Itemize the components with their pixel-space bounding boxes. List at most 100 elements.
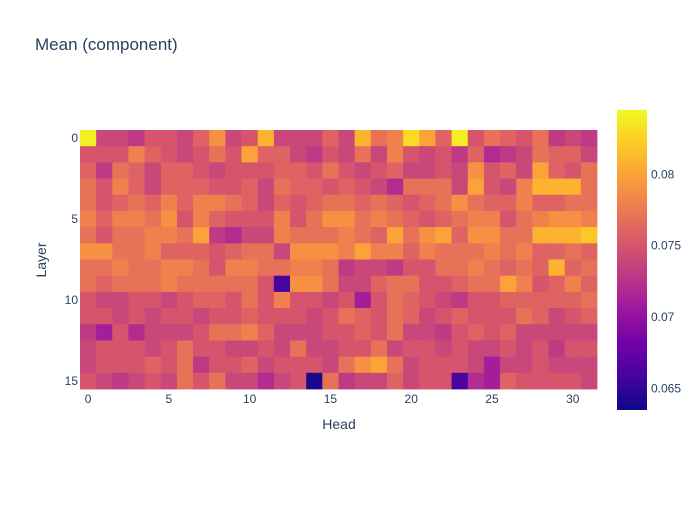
heatmap-cell [500, 259, 517, 277]
heatmap-cell [193, 243, 210, 260]
heatmap-cell [306, 259, 323, 277]
x-tick-label: 5 [166, 392, 173, 406]
heatmap-cell [338, 340, 356, 358]
heatmap-cell [257, 194, 275, 212]
heatmap-cell [160, 178, 178, 196]
heatmap-cell [467, 372, 485, 390]
heatmap-cell [273, 372, 291, 390]
heatmap-cell [564, 291, 582, 309]
heatmap-cell [419, 324, 436, 341]
colorbar-tick-label: 0.08 [651, 167, 675, 181]
heatmap-cell [112, 340, 129, 358]
heatmap-cell [354, 275, 372, 293]
heatmap-cell [516, 372, 533, 390]
heatmap-cell [193, 372, 210, 390]
heatmap-cell [386, 324, 404, 341]
heatmap-cell [580, 340, 598, 358]
heatmap-cell [96, 227, 113, 244]
heatmap-cell [96, 146, 113, 163]
heatmap-cell [160, 340, 178, 358]
heatmap-cell [176, 210, 194, 228]
heatmap-cell [176, 356, 194, 374]
heatmap-cell [419, 275, 436, 293]
heatmap-cell [516, 291, 533, 309]
heatmap-cell [370, 308, 388, 325]
heatmap-cell [370, 340, 388, 358]
heatmap-cell [144, 372, 162, 390]
heatmap-cell [564, 356, 582, 374]
heatmap-cell [306, 275, 323, 293]
heatmap-cell [306, 178, 323, 196]
heatmap-cell [80, 194, 97, 212]
heatmap-cell [403, 146, 420, 163]
heatmap-cell [370, 324, 388, 341]
heatmap-cell [548, 356, 566, 374]
heatmap-cell [580, 194, 598, 212]
heatmap-cell [144, 130, 162, 147]
heatmap-cell [580, 275, 598, 293]
heatmap-cell [176, 162, 194, 179]
heatmap-cell [96, 324, 113, 341]
heatmap-cell [306, 340, 323, 358]
heatmap-cell [112, 194, 129, 212]
heatmap-cell [306, 194, 323, 212]
heatmap-cell [564, 275, 582, 293]
heatmap-cell [386, 372, 404, 390]
heatmap-cell [516, 162, 533, 179]
heatmap-cell [467, 291, 485, 309]
heatmap-cell [403, 210, 420, 228]
heatmap-cell [257, 356, 275, 374]
heatmap-cell [209, 275, 226, 293]
heatmap-cell [290, 291, 307, 309]
heatmap-cell [209, 259, 226, 277]
heatmap-cell [225, 308, 242, 325]
heatmap-cell [112, 324, 129, 341]
heatmap-cell [451, 340, 469, 358]
heatmap-cell [322, 162, 339, 179]
heatmap-cell [273, 243, 291, 260]
heatmap-cell [419, 194, 436, 212]
heatmap-cell [516, 227, 533, 244]
heatmap-cell [338, 324, 356, 341]
heatmap-cell [306, 162, 323, 179]
x-tick-label: 0 [85, 392, 92, 406]
y-axis-title: Layer [33, 242, 49, 277]
heatmap-cell [241, 194, 259, 212]
heatmap-cell [580, 356, 598, 374]
heatmap-cell [225, 210, 242, 228]
y-axis-ticks: 0 5 10 15 [65, 131, 79, 388]
heatmap-cell [80, 210, 97, 228]
heatmap-cell [322, 178, 339, 196]
heatmap-cell [241, 162, 259, 179]
heatmap-cell [467, 308, 485, 325]
heatmap-cell [160, 372, 178, 390]
heatmap-cell [96, 275, 113, 293]
heatmap-cell [403, 243, 420, 260]
heatmap-cell [80, 162, 97, 179]
heatmap-cell [354, 340, 372, 358]
heatmap-cell [516, 243, 533, 260]
heatmap-cell [273, 130, 291, 147]
heatmap-cell [209, 130, 226, 147]
heatmap-cell [80, 259, 97, 277]
heatmap-cell [112, 275, 129, 293]
heatmap-cell [128, 130, 146, 147]
heatmap-cell [500, 324, 517, 341]
heatmap-cell [500, 178, 517, 196]
heatmap-cell [128, 178, 146, 196]
heatmap-cell [467, 210, 485, 228]
heatmap-cell [112, 243, 129, 260]
heatmap-cell [290, 324, 307, 341]
heatmap-cell [128, 308, 146, 325]
heatmap-cell [354, 194, 372, 212]
heatmap-cell [532, 291, 549, 309]
heatmap-cell [451, 210, 469, 228]
heatmap-cell [354, 162, 372, 179]
heatmap-cell [290, 162, 307, 179]
heatmap-cell [96, 372, 113, 390]
heatmap-cell [435, 291, 452, 309]
heatmap-cell [451, 162, 469, 179]
heatmap-cell [435, 308, 452, 325]
heatmap-cell [241, 243, 259, 260]
heatmap-cell [548, 178, 566, 196]
